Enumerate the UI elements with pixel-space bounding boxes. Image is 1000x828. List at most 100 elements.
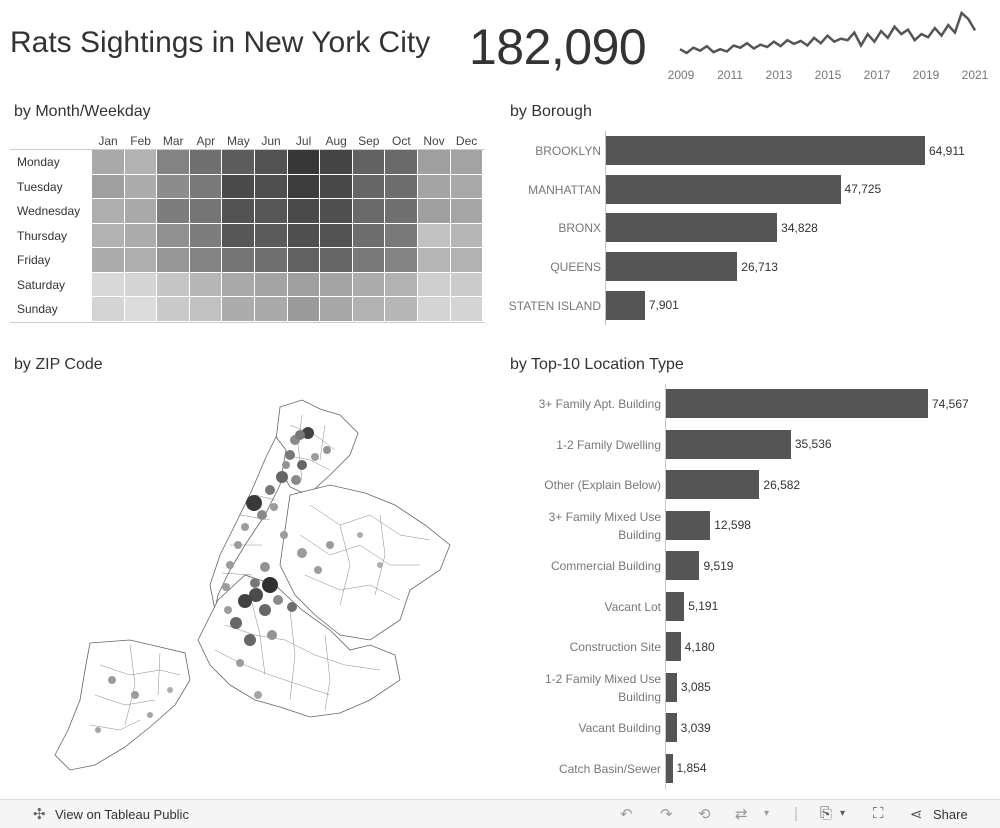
borough-bar[interactable] <box>606 174 841 204</box>
heatmap-cell[interactable] <box>352 248 385 272</box>
heatmap-cell[interactable] <box>124 199 157 223</box>
heatmap-cell[interactable] <box>287 174 320 198</box>
zip-sighting-marker[interactable] <box>95 727 101 733</box>
heatmap-cell[interactable] <box>222 248 254 272</box>
zip-sighting-marker[interactable] <box>234 541 242 549</box>
zip-sighting-marker[interactable] <box>295 430 305 440</box>
redo-icon[interactable]: ↷ <box>660 806 673 823</box>
zip-sighting-marker[interactable] <box>241 523 249 531</box>
revert-icon[interactable]: ⟲ <box>698 806 711 823</box>
heatmap-cell[interactable] <box>157 174 189 198</box>
heatmap-cell[interactable] <box>189 248 222 272</box>
heatmap-cell[interactable] <box>385 272 417 296</box>
heatmap-cell[interactable] <box>352 199 385 223</box>
heatmap-cell[interactable] <box>320 199 352 223</box>
zip-sighting-marker[interactable] <box>302 427 314 439</box>
heatmap-cell[interactable] <box>450 174 483 198</box>
heatmap-cell[interactable] <box>255 174 287 198</box>
zip-code-map[interactable] <box>40 395 470 780</box>
zip-sighting-marker[interactable] <box>285 450 295 460</box>
zip-sighting-marker[interactable] <box>270 503 278 511</box>
heatmap-cell[interactable] <box>157 150 189 174</box>
heatmap-cell[interactable] <box>320 223 352 247</box>
heatmap-cell[interactable] <box>320 174 352 198</box>
zip-sighting-marker[interactable] <box>244 634 256 646</box>
zip-sighting-marker[interactable] <box>246 495 262 511</box>
heatmap-cell[interactable] <box>450 223 483 247</box>
location-bar[interactable] <box>666 389 928 418</box>
heatmap-cell[interactable] <box>450 150 483 174</box>
location-bar[interactable] <box>666 429 791 459</box>
heatmap-cell[interactable] <box>124 223 157 247</box>
zip-sighting-marker[interactable] <box>224 606 232 614</box>
heatmap-cell[interactable] <box>92 248 124 272</box>
zip-sighting-marker[interactable] <box>254 691 262 699</box>
zip-sighting-marker[interactable] <box>326 541 334 549</box>
heatmap-cell[interactable] <box>255 297 287 321</box>
heatmap-cell[interactable] <box>92 297 124 321</box>
borough-bar[interactable] <box>606 252 738 282</box>
location-bar[interactable] <box>666 591 685 621</box>
heatmap-cell[interactable] <box>320 297 352 321</box>
heatmap-cell[interactable] <box>124 297 157 321</box>
heatmap-cell[interactable] <box>418 272 450 296</box>
heatmap-cell[interactable] <box>255 272 287 296</box>
heatmap-cell[interactable] <box>385 223 417 247</box>
heatmap-cell[interactable] <box>352 150 385 174</box>
heatmap-cell[interactable] <box>385 174 417 198</box>
heatmap-cell[interactable] <box>124 150 157 174</box>
zip-sighting-marker[interactable] <box>108 676 116 684</box>
heatmap-cell[interactable] <box>287 223 320 247</box>
heatmap-cell[interactable] <box>255 248 287 272</box>
zip-sighting-marker[interactable] <box>323 446 331 454</box>
heatmap-cell[interactable] <box>287 199 320 223</box>
heatmap-cell[interactable] <box>418 297 450 321</box>
zip-sighting-marker[interactable] <box>259 604 271 616</box>
heatmap-cell[interactable] <box>287 150 320 174</box>
heatmap-cell[interactable] <box>450 248 483 272</box>
view-on-tableau-link[interactable]: View on Tableau Public <box>55 807 189 822</box>
heatmap-cell[interactable] <box>189 150 222 174</box>
heatmap-cell[interactable] <box>352 272 385 296</box>
zip-sighting-marker[interactable] <box>287 602 297 612</box>
refresh-icon[interactable]: ⇄ <box>735 806 748 823</box>
heatmap-cell[interactable] <box>320 150 352 174</box>
heatmap-cell[interactable] <box>418 174 450 198</box>
location-bar[interactable] <box>666 753 673 783</box>
zip-sighting-marker[interactable] <box>280 531 288 539</box>
zip-sighting-marker[interactable] <box>249 588 263 602</box>
share-icon[interactable]: ⋖ <box>910 806 923 823</box>
zip-sighting-marker[interactable] <box>377 562 383 568</box>
heatmap-cell[interactable] <box>418 223 450 247</box>
zip-sighting-marker[interactable] <box>230 617 242 629</box>
zip-sighting-marker[interactable] <box>226 561 234 569</box>
zip-sighting-marker[interactable] <box>250 578 260 588</box>
borough-bar[interactable] <box>606 136 925 165</box>
heatmap-cell[interactable] <box>189 223 222 247</box>
heatmap-cell[interactable] <box>255 150 287 174</box>
heatmap-cell[interactable] <box>352 174 385 198</box>
zip-sighting-marker[interactable] <box>282 461 290 469</box>
zip-sighting-marker[interactable] <box>262 577 278 593</box>
heatmap-cell[interactable] <box>450 199 483 223</box>
location-bar[interactable] <box>666 510 711 540</box>
share-button[interactable]: Share <box>933 807 968 822</box>
download-menu-chevron-icon[interactable]: ▾ <box>840 808 846 819</box>
undo-icon[interactable]: ↶ <box>620 806 633 823</box>
heatmap-cell[interactable] <box>385 248 417 272</box>
heatmap-cell[interactable] <box>189 272 222 296</box>
zip-sighting-marker[interactable] <box>267 630 277 640</box>
zip-sighting-marker[interactable] <box>273 595 283 605</box>
heatmap-cell[interactable] <box>189 297 222 321</box>
heatmap-cell[interactable] <box>255 223 287 247</box>
heatmap-cell[interactable] <box>287 248 320 272</box>
zip-sighting-marker[interactable] <box>167 687 173 693</box>
location-bar[interactable] <box>666 672 677 702</box>
heatmap-cell[interactable] <box>450 297 483 321</box>
location-bar[interactable] <box>666 632 681 661</box>
heatmap-cell[interactable] <box>92 150 124 174</box>
heatmap-cell[interactable] <box>320 248 352 272</box>
zip-sighting-marker[interactable] <box>131 691 139 699</box>
zip-sighting-marker[interactable] <box>260 562 270 572</box>
heatmap-cell[interactable] <box>450 272 483 296</box>
